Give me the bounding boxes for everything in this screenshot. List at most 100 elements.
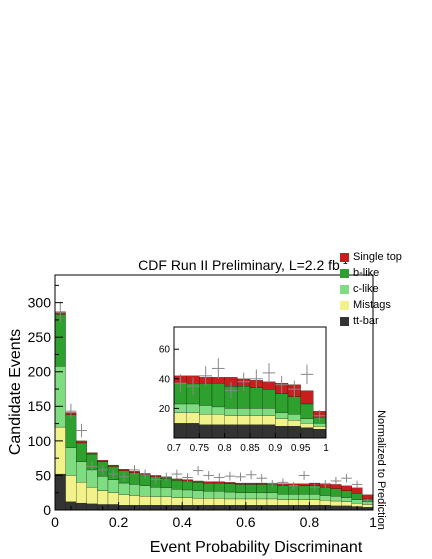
main-data-point [341, 473, 352, 483]
inset-bar-mistags [300, 423, 314, 428]
inset-bar-tt-bar [199, 424, 213, 439]
main-bar-mistags [150, 496, 162, 506]
main-y-tick-label: 100 [28, 433, 52, 449]
main-bar-c-like [203, 491, 215, 499]
legend-item-single-top: Single top [340, 249, 432, 265]
main-data-point [362, 498, 373, 504]
main-bar-mistags [160, 496, 172, 506]
inset-y-tick-label: 60 [159, 345, 171, 356]
main-bar-tt-bar [150, 505, 162, 511]
main-bar-mistags [330, 500, 342, 506]
main-bar-mistags [298, 499, 310, 506]
inset-y-tick-label: 20 [159, 404, 171, 415]
main-data-point [309, 483, 321, 491]
main-bar-c-like [54, 366, 66, 428]
main-bar-single-top [235, 482, 246, 485]
inset-data-point [237, 372, 250, 391]
main-bar-tt-bar [118, 505, 130, 511]
inset-bar-c-like [287, 414, 301, 421]
main-bar-c-like [341, 497, 352, 502]
main-data-point [245, 470, 257, 480]
main-bar-c-like [266, 492, 278, 500]
legend-label: Mistags [353, 299, 391, 311]
main-bar-mistags [192, 498, 204, 506]
main-plot-frame [54, 274, 374, 511]
inset-bar-b-like [262, 389, 276, 409]
main-bar-tt-bar [76, 502, 87, 511]
inset-data-point [224, 382, 238, 400]
x-axis-label: Event Probability Discriminant [150, 539, 363, 556]
inset-bar-tt-bar [262, 424, 276, 439]
main-data-point [129, 465, 140, 475]
main-bar-b-like [256, 484, 268, 493]
main-y-tick-label: 50 [35, 467, 51, 483]
main-bar-mistags [288, 499, 299, 506]
inset-x-axis: 0.7 0.75 0.8 0.85 0.9 0.95 1 [167, 433, 329, 454]
inset-x-tick-label: 0.7 [167, 443, 181, 454]
inset-bar-c-like [313, 423, 327, 427]
main-bar-b-like [182, 480, 193, 491]
main-bar-mistags [319, 500, 331, 506]
legend-swatch [340, 316, 349, 326]
main-data-point [224, 471, 236, 481]
main-bar-mistags [224, 498, 236, 506]
main-bar-single-top [171, 478, 183, 481]
main-data-point [139, 469, 151, 479]
main-x-tick-label: 0.8 [300, 514, 320, 530]
inset-bar-c-like [300, 418, 314, 424]
inset-bar-c-like [275, 412, 289, 419]
main-bar-c-like [76, 461, 87, 483]
main-data-point [107, 469, 119, 479]
main-bar-tt-bar [107, 504, 119, 511]
main-data-point [203, 471, 214, 480]
legend-item-c-like: c-like [340, 281, 432, 297]
main-data-point [320, 479, 331, 488]
main-x-tick-label: 0.4 [172, 514, 192, 530]
main-bar-tt-bar [213, 505, 225, 511]
main-bar-c-like [118, 482, 130, 495]
inset-bar-mistags [186, 412, 200, 424]
main-data-point [171, 469, 183, 479]
main-data-point [97, 465, 108, 475]
main-bar-c-like [129, 484, 140, 496]
main-bar-b-like [277, 485, 289, 495]
main-bar-tt-bar [86, 503, 98, 511]
main-bar-tt-bar [245, 505, 257, 511]
main-bar-tt-bar [298, 505, 310, 511]
main-bar-c-like [245, 492, 257, 500]
inset-bar-mistags [173, 412, 187, 424]
main-bar-single-top [118, 469, 130, 471]
main-bar-c-like [171, 489, 183, 498]
inset-bar-mistags [237, 415, 251, 425]
inset-x-tick-label: 0.9 [268, 443, 282, 454]
main-data-point [351, 480, 363, 489]
main-bar-c-like [277, 493, 289, 500]
main-data-point [182, 473, 193, 482]
main-bar-tt-bar [182, 505, 193, 511]
main-bar-mistags [97, 490, 109, 505]
main-bar-single-top [192, 480, 204, 483]
main-bar-mistags [341, 501, 352, 506]
inset-data-point [174, 374, 187, 393]
main-bar-tt-bar [203, 505, 215, 511]
main-bar-b-like [245, 484, 257, 493]
main-bar-mistags [107, 492, 119, 505]
inset-bar-mistags [249, 415, 263, 425]
main-bar-c-like [309, 493, 321, 500]
inset-data-point [262, 363, 276, 383]
inset-bar-c-like [224, 408, 238, 416]
legend-item-tt-bar: tt-bar [340, 313, 432, 329]
inset-bar-mistags [199, 414, 213, 425]
legend-label: c-like [353, 283, 379, 295]
main-x-tick-label: 0.2 [109, 514, 129, 530]
side-label: Normalized to Prediction [375, 410, 387, 530]
main-data-point [65, 403, 77, 419]
main-bar-mistags [362, 504, 374, 508]
main-bar-b-like [203, 482, 215, 492]
main-data-point [277, 478, 289, 487]
main-bar-single-top [203, 481, 215, 484]
main-data-point [288, 482, 299, 490]
main-bar-c-like [182, 489, 193, 498]
main-bar-tt-bar [139, 505, 151, 511]
inset-bar-tt-bar [211, 424, 225, 439]
